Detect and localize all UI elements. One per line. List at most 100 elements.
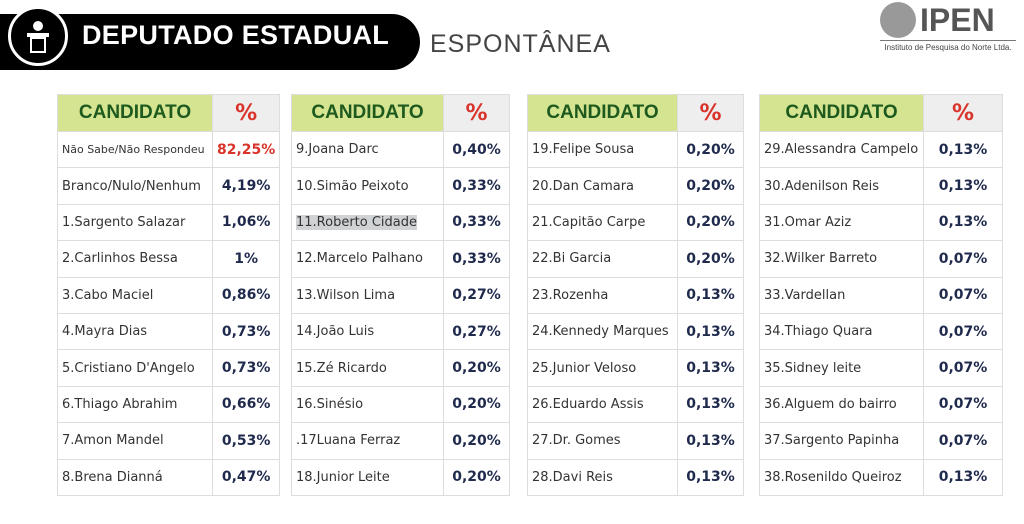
candidate-cell: 2.Carlinhos Bessa	[57, 240, 213, 278]
candidate-cell: 5.Cristiano D'Angelo	[57, 349, 213, 387]
row: 38.Rosenildo Queiroz 0,13%	[759, 458, 1003, 496]
candidate-cell: 18.Junior Leite	[291, 458, 444, 496]
row: 10.Simão Peixoto 0,33%	[291, 167, 510, 205]
row: 2.Carlinhos Bessa 1%	[57, 240, 281, 278]
percent-cell: 1%	[211, 240, 281, 278]
percent-cell: 0,33%	[443, 167, 510, 205]
percent-cell: 0,13%	[923, 458, 1003, 496]
percent-cell: 0,07%	[923, 422, 1003, 460]
candidate-name: 10.Simão Peixoto	[296, 178, 409, 194]
percent-cell: 0,47%	[211, 458, 281, 496]
percent-cell: 0,20%	[677, 203, 744, 242]
candidate-cell: 15.Zé Ricardo	[291, 349, 444, 387]
candidate-name: 18.Junior Leite	[296, 469, 390, 485]
candidate-cell: 34.Thiago Quara	[759, 312, 924, 351]
percent-cell: 0,07%	[923, 312, 1003, 351]
candidate-name: 20.Dan Camara	[532, 178, 635, 194]
row: 9.Joana Darc 0,40%	[291, 130, 510, 169]
logo-caption: Instituto de Pesquisa do Norte Ltda.	[880, 40, 1016, 52]
row: 23.Rozenha 0,13%	[527, 276, 744, 314]
candidate-name: 22.Bi Garcia	[532, 251, 612, 267]
percent-cell: 0,07%	[923, 240, 1003, 278]
candidate-name: 21.Capitão Carpe	[532, 214, 646, 230]
header-row: CANDIDATO%	[759, 94, 1003, 132]
percent-cell: 82,25%	[211, 130, 281, 169]
row: 29.Alessandra Campelo 0,13%	[759, 130, 1003, 169]
percent-cell: 0,13%	[923, 203, 1003, 242]
row: 24.Kennedy Marques 0,13%	[527, 312, 744, 351]
row: 15.Zé Ricardo 0,20%	[291, 349, 510, 387]
candidate-name: 27.Dr. Gomes	[532, 433, 621, 449]
candidate-name: 28.Davi Reis	[532, 469, 613, 485]
row: 37.Sargento Papinha 0,07%	[759, 422, 1003, 460]
candidate-cell: 27.Dr. Gomes	[527, 422, 678, 460]
candidate-cell: 26.Eduardo Assis	[527, 385, 678, 424]
table: CANDIDATO% 9.Joana Darc 0,40% 10.Simão Peix…	[291, 94, 510, 496]
candidate-cell: 14.João Luis	[291, 312, 444, 351]
podium-icon	[27, 21, 49, 53]
row: 8.Brena Dianná 0,47%	[57, 458, 281, 496]
candidate-name: 33.Vardellan	[764, 287, 846, 303]
candidate-cell: 24.Kennedy Marques	[527, 312, 678, 351]
percent-cell: 0,73%	[211, 349, 281, 387]
title: DEPUTADO ESTADUAL	[82, 20, 390, 50]
column-header: %	[443, 94, 510, 132]
percent-cell: 4,19%	[211, 167, 281, 205]
candidate-cell: 33.Vardellan	[759, 276, 924, 314]
row: 14.João Luis 0,27%	[291, 312, 510, 351]
candidate-cell: 28.Davi Reis	[527, 458, 678, 496]
candidate-name: 14.João Luis	[296, 324, 375, 340]
percent-cell: 0,07%	[923, 276, 1003, 314]
candidate-cell: 1.Sargento Salazar	[57, 203, 213, 242]
logo-globe	[880, 2, 916, 38]
row: 33.Vardellan 0,07%	[759, 276, 1003, 314]
column-header: CANDIDATO	[759, 94, 924, 132]
candidate-name: 26.Eduardo Assis	[532, 396, 644, 412]
table: CANDIDATO% Não Sabe/Não Respondeu 82,25% Br…	[57, 94, 281, 496]
candidate-cell: 8.Brena Dianná	[57, 458, 213, 496]
candidate-cell: 21.Capitão Carpe	[527, 203, 678, 242]
candidate-name: 5.Cristiano D'Angelo	[62, 360, 195, 376]
candidate-cell: 25.Junior Veloso	[527, 349, 678, 387]
row: 5.Cristiano D'Angelo 0,73%	[57, 349, 281, 387]
candidate-name: 25.Junior Veloso	[532, 360, 637, 376]
percent-cell: 0,20%	[677, 240, 744, 278]
candidate-cell: 20.Dan Camara	[527, 167, 678, 205]
candidate-cell: 9.Joana Darc	[291, 130, 444, 169]
percent-cell: 0,33%	[443, 240, 510, 278]
row: 20.Dan Camara 0,20%	[527, 167, 744, 205]
candidate-name: 7.Amon Mandel	[62, 433, 164, 449]
candidate-name: Não Sabe/Não Respondeu	[62, 143, 205, 157]
percent-cell: 0,13%	[923, 130, 1003, 169]
row: 22.Bi Garcia 0,20%	[527, 240, 744, 278]
candidate-name: 35.Sidney leite	[764, 360, 862, 376]
percent-cell: 0,13%	[923, 167, 1003, 205]
candidate-name: 32.Wilker Barreto	[764, 251, 878, 267]
row: 28.Davi Reis 0,13%	[527, 458, 744, 496]
row: .17Luana Ferraz 0,20%	[291, 422, 510, 460]
row: 11.Roberto Cidade 0,33%	[291, 203, 510, 242]
percent-cell: 0,20%	[443, 422, 510, 460]
candidate-name: 3.Cabo Maciel	[62, 287, 154, 303]
row: 32.Wilker Barreto 0,07%	[759, 240, 1003, 278]
row: 35.Sidney leite 0,07%	[759, 349, 1003, 387]
percent-cell: 1,06%	[211, 203, 281, 242]
percent-cell: 0,20%	[443, 349, 510, 387]
percent-cell: 0,13%	[677, 349, 744, 387]
candidate-cell: 13.Wilson Lima	[291, 276, 444, 314]
candidate-cell: 38.Rosenildo Queiroz	[759, 458, 924, 496]
candidate-name: 29.Alessandra Campelo	[764, 142, 919, 158]
candidate-cell: Branco/Nulo/Nenhum	[57, 167, 213, 205]
candidate-cell: 35.Sidney leite	[759, 349, 924, 387]
candidate-cell: 23.Rozenha	[527, 276, 678, 314]
candidate-name: 11.Roberto Cidade	[296, 214, 418, 230]
column-header: CANDIDATO	[57, 94, 213, 132]
candidate-cell: 6.Thiago Abrahim	[57, 385, 213, 424]
percent-cell: 0,20%	[677, 130, 744, 169]
row: 1.Sargento Salazar 1,06%	[57, 203, 281, 242]
percent-cell: 0,13%	[677, 458, 744, 496]
candidate-name: 30.Adenilson Reis	[764, 178, 879, 194]
percent-cell: 0,40%	[443, 130, 510, 169]
header-row: CANDIDATO%	[57, 94, 281, 132]
candidate-cell: 4.Mayra Dias	[57, 312, 213, 351]
